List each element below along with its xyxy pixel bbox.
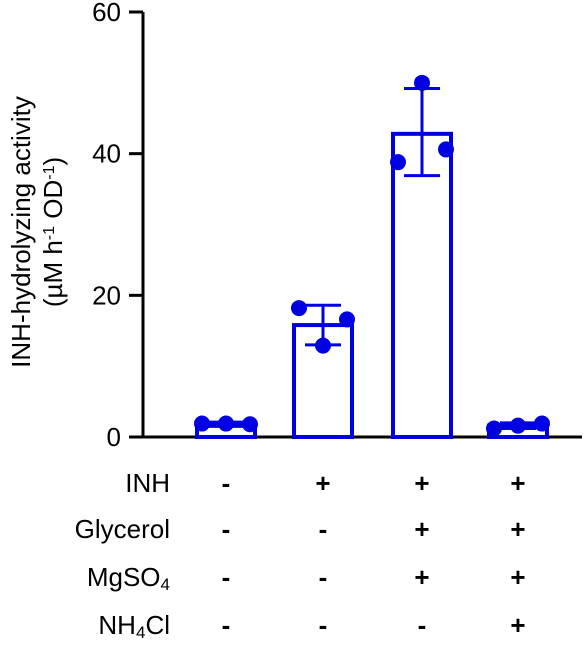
condition-sign: - bbox=[318, 514, 328, 544]
y-tick-label: 0 bbox=[107, 422, 121, 452]
condition-sign: + bbox=[315, 468, 331, 498]
condition-sign: + bbox=[414, 514, 430, 544]
condition-sign: + bbox=[510, 562, 526, 592]
y-axis-label-line1: INH-hydrolyzing activity bbox=[6, 96, 36, 368]
bars bbox=[195, 131, 549, 440]
bar bbox=[391, 131, 453, 439]
condition-sign: + bbox=[414, 468, 430, 498]
data-point bbox=[486, 420, 502, 437]
condition-label-nh4cl: NH4Cl bbox=[0, 610, 170, 642]
y-axis-label-line2-a: (µM h bbox=[38, 240, 68, 307]
condition-label-mgso4-main: MgSO bbox=[86, 562, 161, 592]
condition-sign: - bbox=[221, 468, 231, 498]
data-points bbox=[194, 74, 550, 437]
y-axis-label-sup2: -1 bbox=[41, 165, 58, 179]
y-tick-label: 40 bbox=[92, 139, 121, 169]
condition-sign: + bbox=[510, 468, 526, 498]
condition-sign: - bbox=[318, 562, 328, 592]
conditions-table: INH Glycerol MgSO4 NH4Cl - + + + - - + +… bbox=[0, 462, 587, 651]
data-point bbox=[242, 416, 258, 433]
data-point bbox=[218, 415, 234, 432]
data-point bbox=[315, 337, 331, 354]
y-tick-label: 60 bbox=[92, 0, 121, 27]
data-point bbox=[390, 154, 406, 171]
condition-sign: - bbox=[318, 610, 328, 640]
y-axis-label-group: INH-hydrolyzing activity (µM h-1 OD-1) bbox=[6, 96, 68, 368]
condition-label-nh4cl-pre: NH bbox=[98, 610, 136, 640]
data-point bbox=[194, 415, 210, 432]
y-axis-label-line2-b: OD bbox=[38, 180, 68, 226]
condition-label-mgso4: MgSO4 bbox=[0, 562, 170, 594]
data-point bbox=[510, 417, 526, 434]
data-point bbox=[438, 141, 454, 158]
error-bars bbox=[208, 87, 536, 430]
condition-label-nh4cl-sub: 4 bbox=[135, 623, 146, 642]
condition-label-glycerol: Glycerol bbox=[74, 514, 170, 544]
condition-sign: + bbox=[510, 514, 526, 544]
y-axis-label-sup1: -1 bbox=[41, 226, 58, 240]
condition-sign: - bbox=[221, 562, 231, 592]
condition-label-inh: INH bbox=[125, 468, 170, 498]
data-point bbox=[339, 311, 355, 328]
condition-label-nh4cl-post: Cl bbox=[145, 610, 170, 640]
data-point bbox=[414, 74, 430, 91]
data-point bbox=[534, 415, 550, 432]
y-axis-label-line2: (µM h-1 OD-1) bbox=[38, 157, 68, 307]
data-point bbox=[291, 300, 307, 317]
y-tick-label: 20 bbox=[92, 280, 121, 310]
condition-sign: - bbox=[221, 514, 231, 544]
condition-label-mgso4-sub: 4 bbox=[160, 575, 170, 594]
condition-sign: + bbox=[414, 562, 430, 592]
condition-sign: - bbox=[417, 610, 427, 640]
y-axis-label-line2-c: ) bbox=[38, 157, 68, 166]
condition-sign: - bbox=[221, 610, 231, 640]
condition-sign: + bbox=[510, 610, 526, 640]
